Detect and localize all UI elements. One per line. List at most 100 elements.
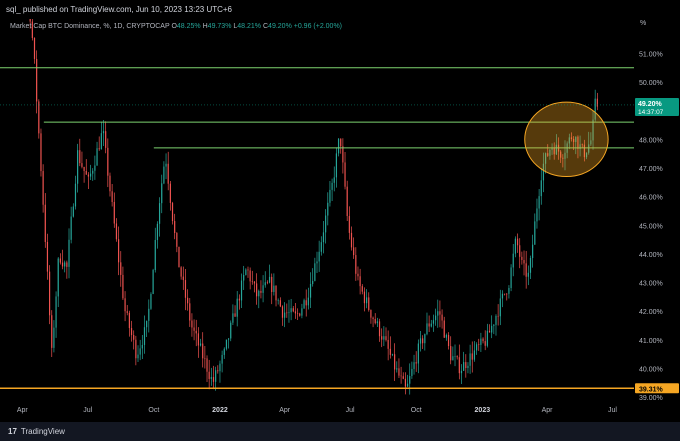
candle-body [253, 281, 256, 284]
candle-body [66, 262, 68, 267]
candle-body [296, 313, 299, 314]
candle-body [547, 153, 549, 156]
candle-body [227, 338, 230, 340]
candle-body [309, 283, 312, 298]
candle-body [361, 286, 363, 292]
candle-body [275, 285, 277, 301]
y-tick-label: 43.00% [639, 281, 663, 288]
candle-body [133, 335, 135, 340]
candle-body [206, 358, 208, 372]
candle-body [139, 348, 141, 355]
candle-body [570, 137, 573, 140]
candle-body [109, 175, 111, 192]
candle-body [154, 239, 156, 271]
candle-body [365, 297, 368, 304]
candle-body [61, 262, 64, 267]
candle-body [46, 241, 49, 272]
candle-body [508, 287, 510, 294]
candle-body [486, 330, 488, 346]
candle-body [590, 140, 592, 145]
candle-body [64, 262, 66, 267]
candle-body [538, 196, 540, 209]
candle-body [588, 144, 590, 153]
x-tick-label: Apr [542, 407, 554, 414]
candle-body [331, 182, 333, 190]
candle-body [422, 338, 424, 344]
close-value: 49.20% [268, 23, 292, 30]
candle-body [299, 313, 301, 316]
candle-body [36, 58, 38, 102]
candle-body [118, 239, 120, 263]
candle-body [400, 375, 402, 377]
chart-pane[interactable]: 39.00% 40.00% 41.00% 42.00% 43.00% 44.00% 45.0… [0, 0, 680, 422]
candle-body [277, 300, 279, 301]
candle-body [389, 348, 391, 355]
x-tick-label: Oct [411, 407, 422, 414]
publisher-text: sql_ published on TradingView.com, Jun 1… [6, 5, 232, 14]
candle-body [432, 320, 435, 324]
candle-body [44, 204, 46, 242]
candle-body [42, 171, 44, 205]
candle-body [378, 321, 381, 337]
candle-body [29, 0, 31, 22]
candle-body [48, 271, 51, 316]
candle-body [374, 319, 376, 324]
candle-body [501, 293, 504, 299]
candle-body [463, 362, 465, 371]
candle-body [376, 321, 378, 324]
candle-body [120, 262, 122, 275]
last-price-label: 49.20% [638, 101, 663, 108]
candle-body [92, 170, 94, 174]
candle-body [337, 138, 340, 154]
x-tick-label: 2022 [212, 407, 228, 414]
candle-body [184, 280, 187, 298]
candle-body [575, 136, 577, 142]
candle-body [454, 356, 456, 357]
candle-body [260, 290, 262, 293]
candle-body [577, 136, 579, 149]
candle-body [217, 370, 219, 372]
tradingview-logo-icon[interactable]: 17 [8, 427, 17, 436]
y-tick-label: 46.00% [639, 195, 663, 202]
candle-body [322, 232, 325, 243]
candle-body [53, 327, 55, 348]
candle-body [549, 149, 551, 156]
candle-body [294, 311, 297, 314]
x-tick-label: 2023 [475, 407, 491, 414]
candle-body [460, 370, 463, 374]
candle-body [402, 376, 404, 379]
candle-body [555, 144, 557, 155]
candle-body [288, 312, 290, 313]
candle-body [406, 383, 409, 387]
candle-body [551, 147, 553, 150]
change-value: +0.96 (+2.00%) [293, 23, 343, 30]
candle-body [340, 138, 342, 147]
price-chart[interactable]: 39.00% 40.00% 41.00% 42.00% 43.00% 44.00% 45.0… [0, 0, 680, 422]
candle-body [262, 285, 264, 293]
candle-body [55, 296, 57, 328]
candle-body [592, 119, 594, 141]
candle-body [316, 261, 318, 264]
candle-body [279, 300, 281, 307]
candle-body [85, 170, 87, 175]
candle-body [368, 297, 370, 311]
candle-body [516, 238, 519, 246]
candle-body [171, 202, 174, 222]
candle-body [89, 173, 92, 177]
price-axis-bg [634, 19, 680, 422]
candle-body [471, 353, 473, 360]
tradingview-brand[interactable]: TradingView [20, 427, 65, 436]
candle-body [197, 333, 199, 346]
candle-body [281, 306, 284, 318]
candle-body [178, 246, 180, 268]
y-tick-label: 45.00% [639, 223, 663, 230]
candle-body [245, 269, 247, 275]
candle-body [493, 324, 495, 326]
candle-body [488, 330, 491, 333]
y-tick-label: 39.00% [639, 395, 663, 402]
y-tick-label: 50.00% [639, 80, 663, 87]
candle-body [413, 362, 415, 369]
candle-body [532, 244, 534, 258]
candle-body [314, 263, 316, 281]
x-tick-label: Apr [17, 407, 29, 414]
